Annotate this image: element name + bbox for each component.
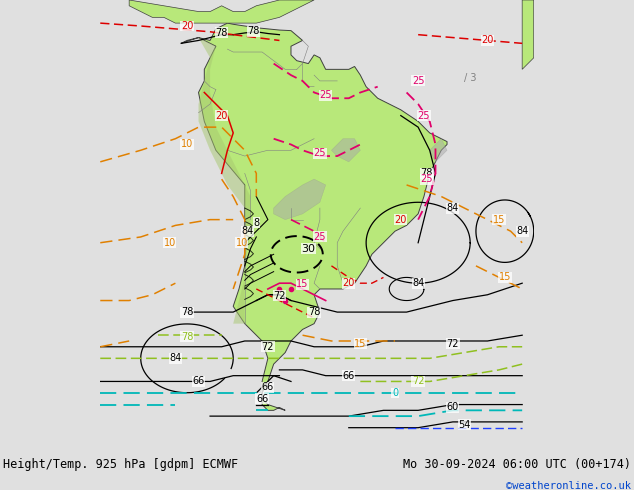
Text: 84: 84: [412, 278, 424, 288]
Text: 84: 84: [516, 226, 528, 236]
Polygon shape: [522, 0, 534, 70]
Text: 10: 10: [236, 238, 248, 248]
Text: 78: 78: [420, 169, 433, 178]
Text: 72: 72: [262, 342, 274, 352]
Text: 10: 10: [164, 238, 176, 248]
Text: 66: 66: [192, 376, 205, 387]
Text: ©weatheronline.co.uk: ©weatheronline.co.uk: [506, 481, 631, 490]
Text: 66: 66: [256, 394, 268, 404]
Text: 60: 60: [447, 402, 459, 413]
Text: 15: 15: [296, 279, 309, 290]
Text: 10: 10: [181, 140, 193, 149]
Text: 15: 15: [499, 272, 511, 282]
Text: 84: 84: [169, 353, 181, 363]
Text: 78: 78: [216, 28, 228, 38]
Text: 25: 25: [314, 148, 326, 158]
Text: 78: 78: [181, 332, 193, 342]
Text: 20: 20: [181, 21, 193, 31]
Text: / 3: / 3: [464, 73, 477, 83]
Text: 20: 20: [216, 111, 228, 121]
Text: 78: 78: [247, 26, 259, 36]
Text: Mo 30-09-2024 06:00 UTC (00+174): Mo 30-09-2024 06:00 UTC (00+174): [403, 458, 631, 471]
Text: 25: 25: [412, 76, 424, 86]
Text: 15: 15: [354, 339, 366, 349]
Text: 66: 66: [342, 370, 355, 381]
Polygon shape: [332, 139, 360, 162]
Text: 66: 66: [262, 382, 274, 392]
Text: 72: 72: [446, 339, 459, 349]
Text: 78: 78: [181, 307, 193, 317]
Text: 72: 72: [273, 291, 286, 301]
Polygon shape: [181, 23, 447, 410]
Text: 20: 20: [481, 35, 494, 46]
Polygon shape: [274, 179, 326, 220]
Text: 30: 30: [301, 244, 315, 253]
Polygon shape: [181, 38, 250, 324]
Text: 20: 20: [394, 215, 407, 224]
Text: Height/Temp. 925 hPa [gdpm] ECMWF: Height/Temp. 925 hPa [gdpm] ECMWF: [3, 458, 238, 471]
Text: 8: 8: [253, 218, 259, 227]
Text: 78: 78: [308, 307, 320, 317]
Text: 25: 25: [420, 174, 433, 184]
Polygon shape: [430, 139, 447, 162]
Text: 25: 25: [418, 111, 430, 121]
Text: 72: 72: [412, 376, 424, 387]
Text: 54: 54: [458, 420, 470, 430]
Text: 84: 84: [242, 226, 254, 236]
Text: 20: 20: [342, 278, 355, 288]
Text: 84: 84: [447, 203, 459, 213]
Text: 25: 25: [314, 232, 326, 242]
Text: 0: 0: [392, 388, 398, 398]
Text: 25: 25: [320, 90, 332, 100]
Polygon shape: [129, 0, 314, 23]
Text: 15: 15: [493, 215, 505, 224]
